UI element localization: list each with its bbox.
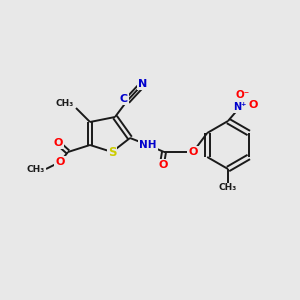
Text: CH₃: CH₃ [56, 98, 74, 107]
Text: N: N [138, 79, 148, 89]
Text: O: O [188, 147, 198, 157]
Text: O⁻: O⁻ [236, 90, 250, 100]
Text: N⁺: N⁺ [233, 102, 247, 112]
Text: O: O [55, 157, 65, 167]
Text: O: O [248, 100, 258, 110]
Text: NH: NH [139, 140, 157, 150]
Text: O: O [158, 160, 168, 170]
Text: CH₃: CH₃ [27, 164, 45, 173]
Text: CH₃: CH₃ [219, 184, 237, 193]
Text: S: S [108, 146, 116, 158]
Text: C: C [120, 94, 128, 104]
Text: O: O [53, 138, 63, 148]
